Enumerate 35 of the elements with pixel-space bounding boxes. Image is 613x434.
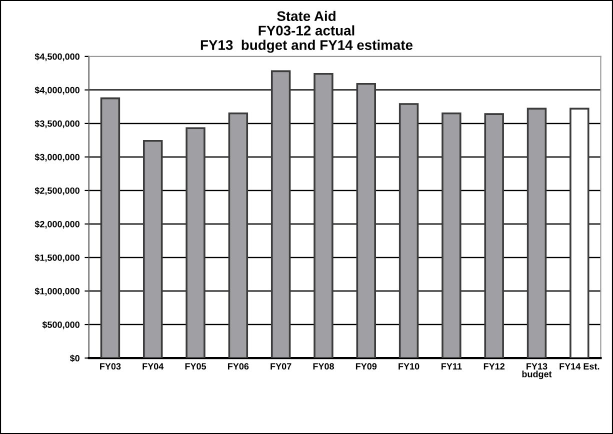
bar [314, 72, 334, 358]
x-tick-label: FY09 [356, 363, 377, 370]
y-tick-label: $1,500,000 [34, 254, 80, 262]
x-tick-label: FY11 [442, 363, 462, 370]
x-tick-label: FY06 [228, 363, 249, 370]
bar [186, 127, 206, 358]
x-tick-label: FY08 [313, 363, 334, 370]
bar [442, 112, 462, 358]
y-tick-label: $4,500,000 [34, 52, 80, 62]
bar [484, 113, 504, 358]
bar [398, 103, 419, 358]
bar [570, 108, 590, 358]
bar [143, 140, 163, 358]
y-tick-label: $2,000,000 [34, 220, 80, 229]
chart-title: State Aid FY03-12 actual FY13 budget and FY14 estimate [200, 10, 413, 53]
y-tick-label: $3,000,000 [34, 154, 80, 162]
y-tick-label: $4,000,000 [34, 86, 80, 95]
x-tick-label: FY13 budget [522, 363, 552, 380]
bar [270, 70, 291, 358]
bar [228, 112, 248, 358]
x-tick-label: FY07 [270, 363, 292, 370]
bar [356, 82, 376, 358]
bar [100, 97, 120, 358]
y-tick-label: $500,000 [42, 321, 80, 330]
y-tick-label: $1,000,000 [34, 288, 80, 296]
bar [526, 108, 547, 358]
y-tick-label: $2,500,000 [34, 187, 80, 196]
x-tick-label: FY04 [142, 363, 164, 370]
x-tick-label: FY14 Est. [560, 363, 600, 370]
y-tick-label: $0 [70, 354, 80, 362]
x-tick-label: FY05 [185, 363, 206, 370]
x-tick-label: FY03 [100, 363, 121, 370]
y-tick-label: $3,500,000 [34, 120, 80, 128]
x-tick-label: FY12 [484, 363, 505, 370]
x-tick-label: FY10 [398, 363, 420, 370]
